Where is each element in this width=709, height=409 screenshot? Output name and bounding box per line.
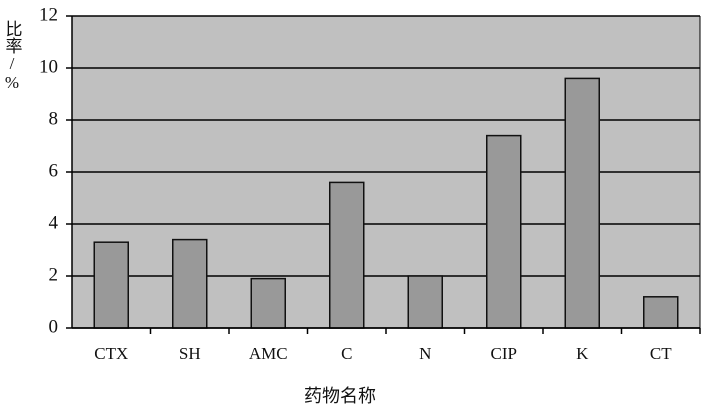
y-tick-label: 12: [39, 4, 58, 25]
bar: [329, 181, 365, 329]
y-axis-label: 比率/%: [3, 20, 23, 92]
x-tick-label: N: [419, 344, 431, 363]
bar: [93, 241, 129, 329]
bar: [643, 296, 679, 329]
bar: [250, 277, 286, 329]
x-tick-label: SH: [179, 344, 201, 363]
y-tick-label: 10: [39, 56, 58, 77]
x-axis-label: 药物名称: [304, 386, 376, 406]
bar: [486, 134, 522, 329]
x-tick-label: K: [576, 344, 589, 363]
x-tick-label: CTX: [94, 344, 128, 363]
x-tick-label: CIP: [491, 344, 517, 363]
x-tick-label: C: [341, 344, 352, 363]
bar: [407, 275, 443, 329]
bar: [564, 77, 600, 329]
y-tick-label: 2: [49, 264, 59, 285]
y-tick-label: 8: [49, 108, 59, 129]
y-tick-label: 4: [49, 212, 59, 233]
bar: [172, 238, 208, 329]
y-tick-label: 0: [49, 316, 59, 337]
y-tick-label: 6: [49, 160, 59, 181]
x-tick-label: CT: [650, 344, 672, 363]
x-tick-label: AMC: [249, 344, 288, 363]
